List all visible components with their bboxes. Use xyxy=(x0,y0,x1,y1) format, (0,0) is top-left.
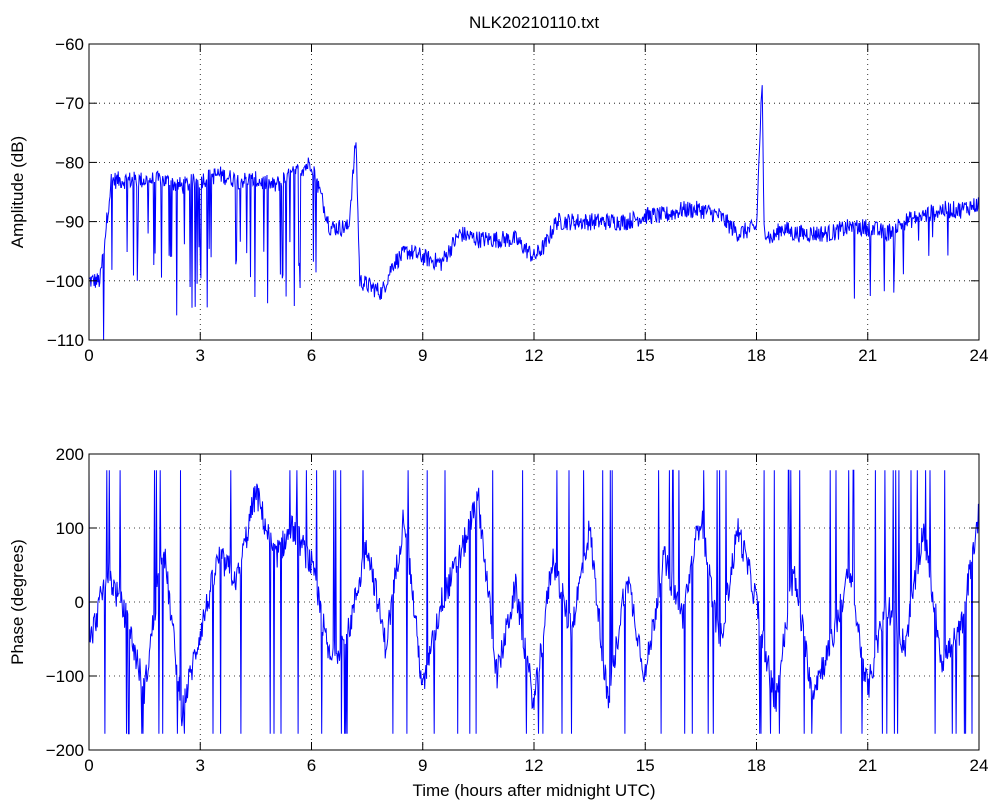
amplitude-y-tick-label: −100 xyxy=(46,272,84,291)
amplitude-y-tick-label: −90 xyxy=(55,213,84,232)
amplitude-x-tick-label: 24 xyxy=(970,346,989,365)
phase-y-tick-label: 100 xyxy=(56,519,84,538)
amplitude-plot-area xyxy=(89,44,979,340)
amplitude-x-tick-label: 12 xyxy=(525,346,544,365)
amplitude-y-tick-label: −60 xyxy=(55,35,84,54)
phase-x-tick-label: 0 xyxy=(84,756,93,775)
amplitude-grid xyxy=(89,44,979,340)
amplitude-x-tick-labels: 0 3 6 9 12 15 18 21 24 xyxy=(84,346,988,365)
amplitude-y-axis-label: Amplitude (dB) xyxy=(8,136,27,248)
amplitude-data xyxy=(88,85,980,341)
phase-x-axis-label: Time (hours after midnight UTC) xyxy=(412,781,655,800)
amplitude-y-tick-label: −70 xyxy=(55,94,84,113)
phase-x-tick-label: 15 xyxy=(636,756,655,775)
chart-title: NLK20210110.txt xyxy=(469,13,599,32)
amplitude-series-line xyxy=(88,85,980,341)
amplitude-x-tick-label: 18 xyxy=(747,346,766,365)
amplitude-y-tick-label: −80 xyxy=(55,153,84,172)
phase-y-tick-labels: 200 100 0 −100 −200 xyxy=(46,445,84,760)
phase-x-tick-label: 24 xyxy=(970,756,989,775)
amplitude-x-tick-label: 9 xyxy=(418,346,427,365)
amplitude-x-tick-label: 6 xyxy=(307,346,316,365)
amplitude-x-tick-label: 3 xyxy=(196,346,205,365)
phase-y-tick-label: 0 xyxy=(75,593,84,612)
amplitude-x-tick-label: 21 xyxy=(858,346,877,365)
phase-x-tick-labels: 0 3 6 9 12 15 18 21 24 xyxy=(84,756,988,775)
phase-x-tick-label: 12 xyxy=(525,756,544,775)
phase-ticks xyxy=(88,453,980,751)
amplitude-x-tick-label: 0 xyxy=(84,346,93,365)
phase-x-tick-label: 18 xyxy=(747,756,766,775)
phase-y-tick-label: 200 xyxy=(56,445,84,464)
amplitude-y-tick-labels: −60 −70 −80 −90 −100 −110 xyxy=(46,35,84,350)
phase-panel: 0 3 6 9 12 15 18 21 24 200 100 0 −100 −200 Phase (de… xyxy=(8,445,988,800)
phase-y-tick-label: −200 xyxy=(46,741,84,760)
phase-x-tick-label: 6 xyxy=(307,756,316,775)
phase-series-line xyxy=(88,469,980,735)
amplitude-ticks xyxy=(88,43,980,341)
amplitude-panel: NLK20210110.txt 0 3 6 9 12 15 18 21 24 −60 −70 −80… xyxy=(8,13,988,365)
phase-x-tick-label: 9 xyxy=(418,756,427,775)
phase-x-tick-label: 3 xyxy=(196,756,205,775)
phase-data xyxy=(88,469,980,735)
amplitude-x-tick-label: 15 xyxy=(636,346,655,365)
phase-y-axis-label: Phase (degrees) xyxy=(8,539,27,665)
phase-y-tick-label: −100 xyxy=(46,667,84,686)
phase-x-tick-label: 21 xyxy=(858,756,877,775)
amplitude-y-tick-label: −110 xyxy=(47,331,84,350)
phase-grid xyxy=(89,454,979,750)
